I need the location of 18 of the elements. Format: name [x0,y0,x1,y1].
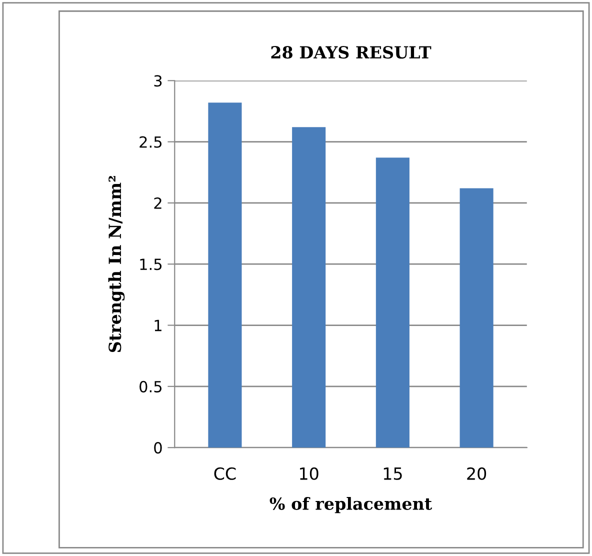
y-tick-label: 0 [154,442,162,454]
y-axis-title: Strength In N/mm² [108,176,125,352]
y-tick-label: 1 [154,320,162,332]
bar [208,102,242,448]
x-axis-title: % of replacement [270,497,432,514]
bar [292,127,326,448]
bar [376,158,410,448]
chart-title: 28 DAYS RESULT [271,46,432,59]
x-tick-label: 10 [300,467,318,480]
y-tick-label: 1.5 [140,258,162,270]
y-tick-label: 0.5 [140,380,162,392]
bar [460,188,494,448]
y-tick-label: 2 [154,197,162,209]
y-tick-label: 3 [154,75,162,87]
y-tick-label: 2.5 [140,136,162,148]
x-tick-label: CC [214,467,236,480]
x-tick-label: 15 [384,468,402,480]
x-tick-label: 20 [467,467,486,480]
